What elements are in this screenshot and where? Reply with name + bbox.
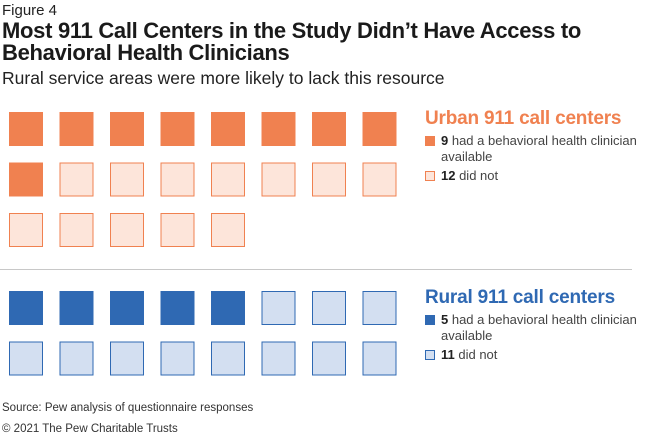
urban-did-not-square <box>59 213 94 247</box>
chart-subtitle: Rural service areas were more likely to … <box>2 68 445 88</box>
urban-had-square <box>211 112 245 146</box>
urban-did-not-square <box>362 162 397 197</box>
urban-not-count: 12 <box>441 168 456 183</box>
rural-did-not-square <box>261 341 296 376</box>
rural-not-text: did not <box>454 347 498 362</box>
urban-had-square <box>110 112 144 146</box>
urban-legend: Urban 911 call centers 9 had a behaviora… <box>425 108 647 184</box>
urban-had-square <box>9 162 43 197</box>
urban-did-not-square <box>9 213 43 247</box>
urban-had-square <box>59 112 94 146</box>
waffle-chart <box>9 112 397 376</box>
urban-did-not-square <box>211 162 245 197</box>
chart-title: Most 911 Call Centers in the Study Didn’… <box>2 18 581 65</box>
copyright-note: © 2021 The Pew Charitable Trusts <box>2 423 178 435</box>
rural-did-not-square <box>211 341 245 376</box>
urban-legend-not: 12 did not <box>425 168 647 184</box>
urban-legend-had: 9 had a behavioral health clinician avai… <box>425 133 647 165</box>
rural-did-not-square <box>261 291 296 325</box>
urban-had-square <box>261 112 296 146</box>
urban-did-not-square <box>160 213 195 247</box>
urban-did-not-square <box>160 162 195 197</box>
rural-did-not-square <box>160 341 195 376</box>
urban-had-square <box>9 112 43 146</box>
urban-had-square <box>160 112 195 146</box>
rural-had-text: had a behavioral health clinician availa… <box>441 312 637 343</box>
rural-not-swatch <box>425 350 435 360</box>
rural-had-count: 5 <box>441 312 449 327</box>
rural-legend: Rural 911 call centers 5 had a behaviora… <box>425 287 647 363</box>
figure-label: Figure 4 <box>2 2 58 19</box>
urban-did-not-square <box>211 213 245 247</box>
urban-did-not-square <box>110 162 144 197</box>
rural-had-square <box>211 291 245 325</box>
rural-did-not-square <box>362 341 397 376</box>
rural-had-square <box>9 291 43 325</box>
section-divider <box>0 269 632 270</box>
rural-had-square <box>59 291 94 325</box>
urban-had-square <box>362 112 397 146</box>
urban-did-not-square <box>312 162 346 197</box>
urban-had-square <box>312 112 346 146</box>
rural-had-square <box>160 291 195 325</box>
rural-had-swatch <box>425 315 435 325</box>
urban-did-not-square <box>110 213 144 247</box>
urban-did-not-square <box>261 162 296 197</box>
urban-did-not-square <box>59 162 94 197</box>
rural-legend-title: Rural 911 call centers <box>425 287 615 308</box>
rural-did-not-square <box>59 341 94 376</box>
rural-had-square <box>110 291 144 325</box>
urban-had-text: had a behavioral health clinician availa… <box>441 133 637 164</box>
rural-not-count: 11 <box>441 347 455 362</box>
urban-had-swatch <box>425 136 435 146</box>
urban-legend-title: Urban 911 call centers <box>425 108 622 129</box>
rural-did-not-square <box>362 291 397 325</box>
rural-legend-had: 5 had a behavioral health clinician avai… <box>425 312 647 344</box>
rural-did-not-square <box>9 341 43 376</box>
rural-did-not-square <box>110 341 144 376</box>
urban-not-swatch <box>425 171 435 181</box>
urban-not-text: did not <box>455 168 499 183</box>
source-note: Source: Pew analysis of questionnaire re… <box>2 402 254 414</box>
urban-had-count: 9 <box>441 133 449 148</box>
rural-did-not-square <box>312 341 346 376</box>
rural-legend-not: 11 did not <box>425 347 647 363</box>
rural-did-not-square <box>312 291 346 325</box>
